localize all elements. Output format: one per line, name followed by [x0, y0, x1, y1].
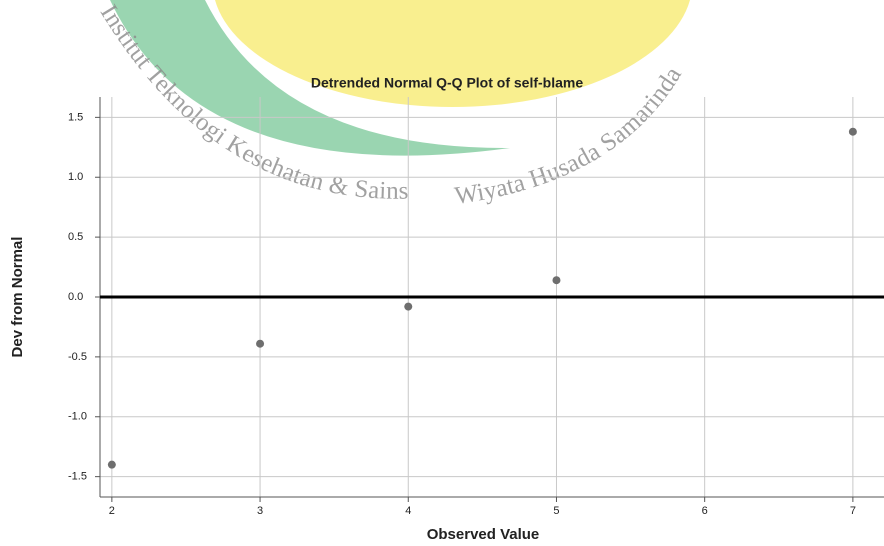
y-tick-label: 0.0: [68, 291, 83, 303]
chart-title: Detrended Normal Q-Q Plot of self-blame: [311, 75, 583, 91]
point: [404, 302, 413, 311]
x-tick-label: 2: [109, 505, 115, 517]
x-tick-label: 6: [702, 505, 708, 517]
x-axis-label: Observed Value: [427, 526, 540, 543]
y-tick-label: 1.0: [68, 171, 83, 183]
y-tick-label: 1.5: [68, 111, 83, 123]
point: [107, 460, 116, 469]
x-tick-label: 5: [553, 505, 559, 517]
x-tick-label: 7: [850, 505, 856, 517]
y-axis-label: Dev from Normal: [9, 237, 26, 358]
watermark-shape: [110, 0, 510, 156]
y-tick-label: -0.5: [68, 351, 87, 363]
x-tick-label: 4: [405, 505, 411, 517]
y-tick-label: 0.5: [68, 231, 83, 243]
point: [256, 339, 265, 348]
watermark-shape: [215, 0, 690, 108]
y-tick-label: -1.5: [68, 471, 87, 483]
x-tick-label: 3: [257, 505, 263, 517]
point: [552, 276, 561, 285]
y-tick-label: -1.0: [68, 411, 87, 423]
point: [848, 127, 857, 136]
